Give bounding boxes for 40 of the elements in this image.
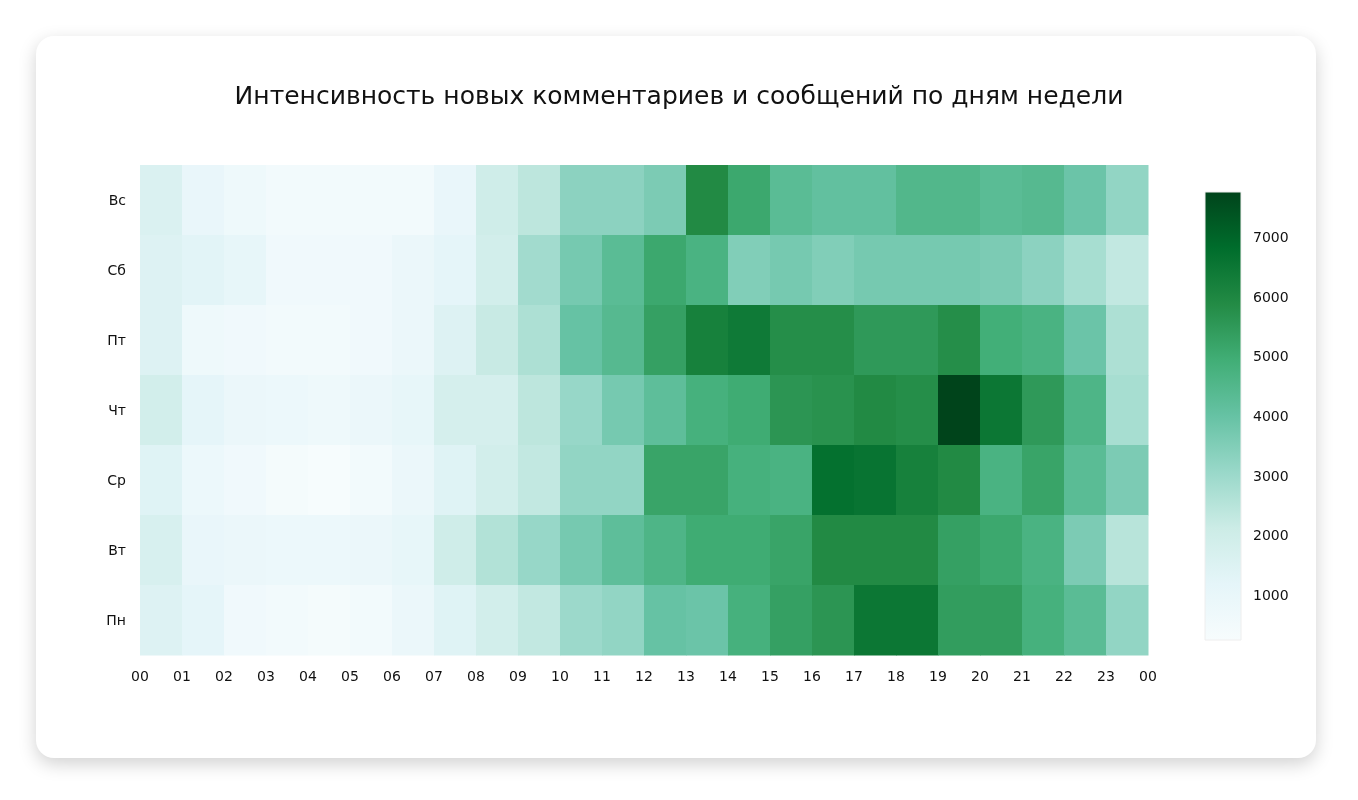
color-bar-label: 3000 bbox=[1253, 467, 1289, 484]
x-tick-label: 23 bbox=[1097, 668, 1115, 684]
x-tick-label: 07 bbox=[425, 668, 443, 684]
y-tick-label: Сб bbox=[107, 262, 126, 278]
x-tick-label: 01 bbox=[173, 668, 191, 684]
color-bar-label: 7000 bbox=[1253, 228, 1289, 245]
x-tick-label: 22 bbox=[1055, 668, 1073, 684]
x-tick-label: 00 bbox=[1139, 668, 1157, 684]
x-tick-label: 13 bbox=[677, 668, 695, 684]
x-tick-label: 04 bbox=[299, 668, 317, 684]
x-tick-label: 21 bbox=[1013, 668, 1031, 684]
x-tick-label: 08 bbox=[467, 668, 485, 684]
y-tick-label: Вт bbox=[108, 542, 126, 558]
y-tick-label: Ср bbox=[107, 472, 127, 488]
x-tick-label: 05 bbox=[341, 668, 359, 684]
x-tick-label: 14 bbox=[719, 668, 737, 684]
x-tick-label: 12 bbox=[635, 668, 653, 684]
x-tick-label: 17 bbox=[845, 668, 863, 684]
y-tick-label: Вс bbox=[108, 192, 126, 208]
x-tick-label: 19 bbox=[929, 668, 947, 684]
x-tick-label: 15 bbox=[761, 668, 779, 684]
x-tick-label: 11 bbox=[593, 668, 611, 684]
x-tick-label: 00 bbox=[131, 668, 149, 684]
x-tick-label: 18 bbox=[887, 668, 905, 684]
color-bar-label: 6000 bbox=[1253, 288, 1289, 305]
color-bar-label: 2000 bbox=[1253, 527, 1289, 544]
chart-title: Интенсивность новых комментариев и сообщений по дням недели bbox=[234, 81, 1124, 110]
color-bar-label: 5000 bbox=[1253, 348, 1289, 365]
color-bar-label: 4000 bbox=[1253, 408, 1289, 424]
x-tick-label: 09 bbox=[509, 668, 527, 684]
x-tick-label: 20 bbox=[971, 668, 989, 684]
x-tick-label: 10 bbox=[551, 668, 569, 684]
y-tick-label: Чт bbox=[108, 402, 126, 418]
color-bar-label: 1000 bbox=[1253, 587, 1289, 604]
x-tick-label: 16 bbox=[803, 668, 821, 684]
x-tick-label: 03 bbox=[257, 668, 275, 684]
x-tick-label: 06 bbox=[383, 668, 401, 684]
y-tick-label: Пн bbox=[106, 612, 126, 628]
x-tick-label: 02 bbox=[215, 668, 233, 684]
y-tick-label: Пт bbox=[107, 332, 126, 348]
